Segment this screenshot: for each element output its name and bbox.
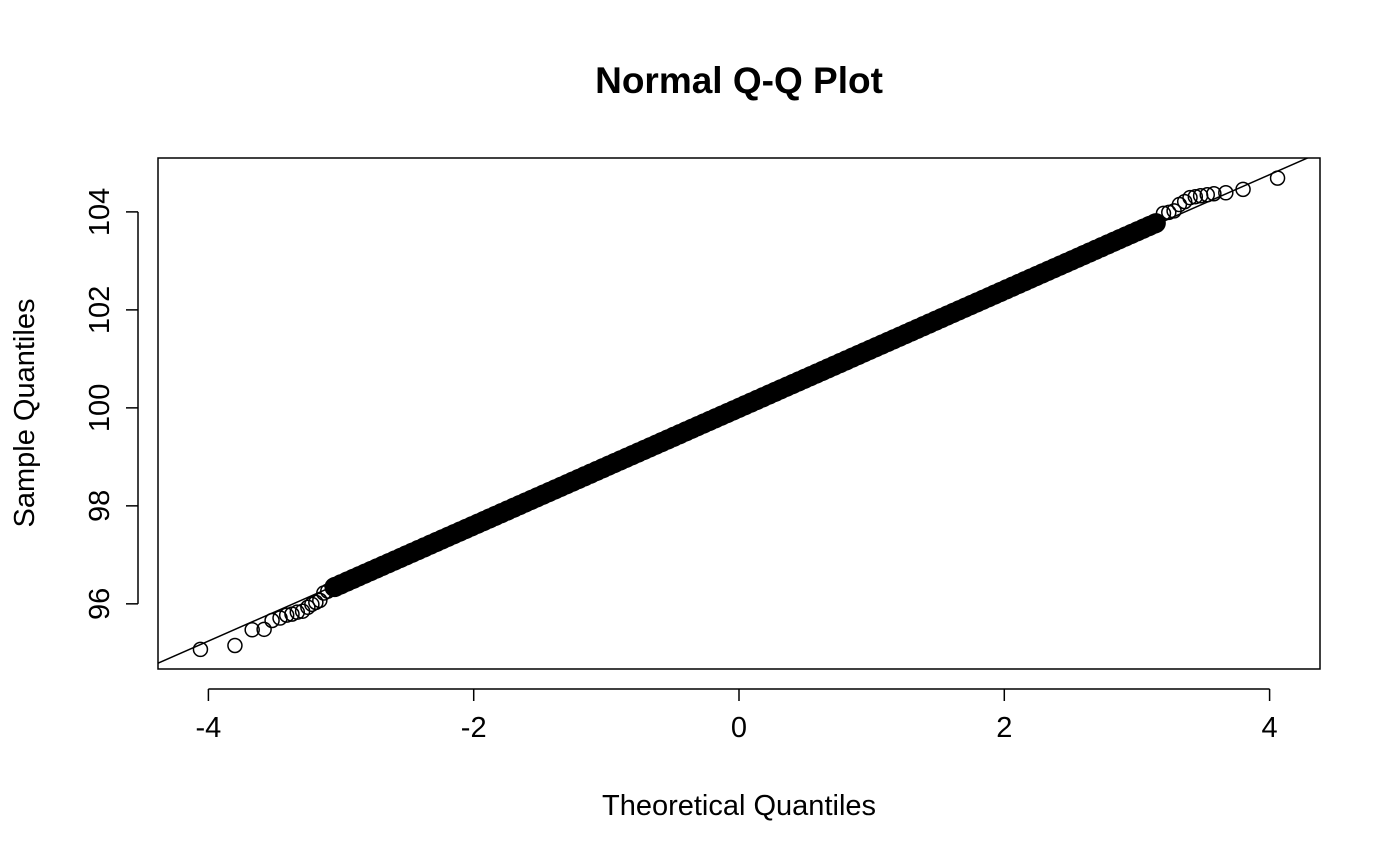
x-tick-label: -4: [196, 712, 222, 744]
y-tick-label: 96: [84, 588, 116, 620]
data-point: [300, 599, 316, 616]
data-point: [1182, 189, 1198, 206]
y-axis: 96 98 100 102 104: [84, 188, 139, 620]
data-point: [1269, 170, 1286, 186]
data-point: [1235, 181, 1251, 198]
x-tick-label: 4: [1262, 712, 1278, 744]
x-tick-label: 0: [731, 712, 747, 744]
data-point: [256, 621, 272, 638]
chart-title: Normal Q-Q Plot: [595, 60, 883, 101]
data-point: [320, 583, 336, 599]
plot-frame: [157, 157, 1321, 670]
dense-points-texture: [324, 212, 1167, 598]
y-tick-label: 98: [84, 490, 116, 522]
data-point: [192, 641, 209, 658]
data-point: [1187, 188, 1204, 205]
x-tick-label: -2: [461, 712, 487, 744]
x-tick-label: 2: [996, 712, 1012, 744]
x-axis-label: Theoretical Quantiles: [602, 790, 876, 822]
data-point: [1218, 185, 1234, 201]
data-point: [244, 622, 260, 638]
x-axis: -4 -2 0 2 4: [196, 688, 1278, 744]
plot-area: [158, 158, 1310, 664]
data-point: [264, 612, 280, 629]
y-tick-label: 104: [84, 188, 116, 236]
data-point: [1206, 186, 1222, 202]
data-point: [227, 637, 243, 654]
y-axis-label: Sample Quantiles: [9, 299, 41, 528]
data-point: [278, 607, 295, 623]
data-point: [312, 592, 328, 609]
data-point: [289, 604, 306, 620]
y-tick-label: 100: [84, 384, 116, 432]
data-point: [1155, 205, 1172, 222]
data-point: [1176, 193, 1193, 210]
y-tick-label: 102: [84, 286, 116, 334]
data-point: [1199, 186, 1215, 203]
